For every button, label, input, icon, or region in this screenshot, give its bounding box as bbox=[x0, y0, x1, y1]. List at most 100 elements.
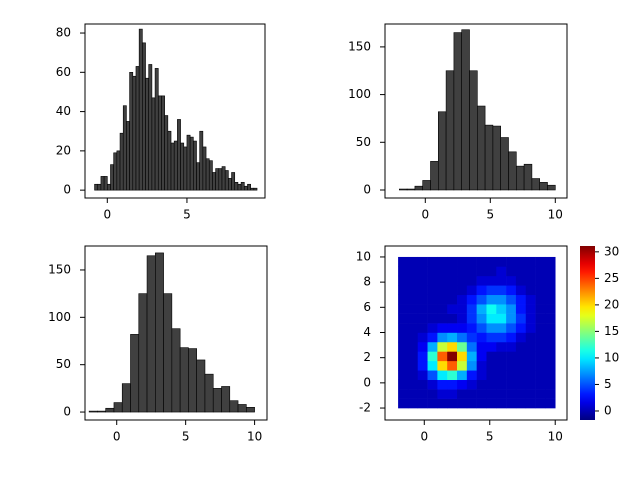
heatmap-cell bbox=[466, 351, 477, 362]
plot-frame bbox=[84, 245, 268, 421]
heatmap-cell bbox=[535, 341, 546, 352]
heatmap-cell bbox=[506, 294, 517, 305]
bar bbox=[240, 181, 245, 191]
heatmap-cell bbox=[427, 370, 438, 381]
bar bbox=[113, 402, 123, 413]
heatmap-cell bbox=[427, 275, 438, 286]
heatmap-cell bbox=[466, 256, 477, 267]
heatmap-cell bbox=[545, 304, 556, 314]
heatmap-cell bbox=[407, 313, 419, 324]
heatmap-cell bbox=[447, 370, 458, 381]
heatmap-cell bbox=[496, 323, 507, 333]
bar bbox=[171, 328, 181, 413]
heatmap-cell bbox=[496, 304, 507, 314]
x-tick-label: 5 bbox=[183, 208, 191, 222]
heatmap-cell bbox=[515, 256, 527, 267]
heatmap-cell bbox=[545, 370, 556, 381]
heatmap-cell bbox=[457, 360, 468, 371]
bar bbox=[215, 168, 220, 191]
heatmap-cell bbox=[398, 285, 409, 296]
bar bbox=[170, 142, 175, 191]
heatmap-cell bbox=[545, 294, 556, 305]
bar bbox=[492, 125, 501, 191]
heatmap-cell bbox=[407, 398, 419, 409]
bar bbox=[138, 293, 148, 413]
bar bbox=[110, 164, 114, 191]
heatmap-cell bbox=[466, 304, 477, 314]
y-tick-label: 0 bbox=[363, 182, 371, 196]
heatmap-cell bbox=[466, 360, 477, 371]
bar bbox=[177, 119, 181, 191]
heatmap-cell bbox=[506, 398, 517, 409]
heatmap-cell bbox=[476, 275, 487, 286]
heatmap-cell bbox=[427, 351, 438, 362]
heatmap-cell bbox=[427, 294, 438, 305]
y-tick-label: 6 bbox=[363, 300, 371, 314]
bar bbox=[484, 124, 494, 191]
heatmap-cell bbox=[437, 256, 448, 267]
heatmap-cell bbox=[398, 351, 409, 362]
bar bbox=[155, 252, 164, 413]
heatmap-cell bbox=[506, 266, 517, 277]
bar bbox=[97, 183, 102, 191]
bar bbox=[189, 136, 194, 191]
bar bbox=[167, 130, 172, 191]
heatmap-cell bbox=[398, 360, 409, 371]
heatmap-cell bbox=[476, 266, 487, 277]
heatmap-cell bbox=[407, 256, 419, 267]
heatmap-cell bbox=[466, 341, 477, 352]
bar bbox=[229, 400, 239, 413]
heatmap-cell bbox=[398, 332, 409, 343]
x-tick-label: 5 bbox=[182, 430, 190, 444]
heatmap-cell bbox=[496, 360, 507, 371]
heatmap-cell bbox=[437, 332, 448, 343]
bar bbox=[430, 161, 439, 191]
heatmap-cell bbox=[496, 285, 507, 296]
heatmap-cell bbox=[437, 266, 448, 277]
heatmap-cell bbox=[407, 341, 419, 352]
heatmap-cell bbox=[427, 285, 438, 296]
x-tick-label: 10 bbox=[247, 430, 262, 444]
bar bbox=[461, 29, 470, 191]
heatmap-cell bbox=[398, 275, 409, 286]
bar bbox=[135, 66, 140, 191]
heatmap-cell bbox=[466, 323, 477, 333]
heatmap-cell bbox=[545, 360, 556, 371]
bar bbox=[100, 176, 105, 191]
y-tick-label: 4 bbox=[363, 325, 371, 339]
heatmap-cell bbox=[496, 332, 507, 343]
heatmap-cell bbox=[457, 323, 468, 333]
bar bbox=[196, 162, 200, 191]
heatmap-cell bbox=[407, 275, 419, 286]
heatmap-cell bbox=[417, 389, 428, 399]
heatmap-cell bbox=[515, 323, 527, 333]
bar bbox=[116, 150, 121, 191]
bar bbox=[193, 140, 197, 191]
heatmap-cell bbox=[417, 379, 428, 390]
bar bbox=[453, 32, 462, 191]
heatmap-cell bbox=[427, 323, 438, 333]
heatmap-cell bbox=[427, 379, 438, 390]
colorbar-tick-label: 15 bbox=[604, 324, 619, 338]
heatmap-cell bbox=[525, 332, 536, 343]
heatmap-cell bbox=[535, 370, 546, 381]
heatmap-cell bbox=[457, 294, 468, 305]
heatmap-cell bbox=[506, 275, 517, 286]
heatmap-cell bbox=[525, 313, 536, 324]
heatmap-cell bbox=[515, 360, 527, 371]
heatmap-cell bbox=[407, 389, 419, 399]
heatmap-cell bbox=[417, 332, 428, 343]
heatmap-cell bbox=[447, 341, 458, 352]
heatmap-cell bbox=[466, 294, 477, 305]
heatmap-cell bbox=[437, 398, 448, 409]
heatmap-cell bbox=[496, 379, 507, 390]
x-tick-label: 0 bbox=[103, 208, 111, 222]
heatmap-cell bbox=[545, 275, 556, 286]
bar bbox=[103, 176, 108, 191]
heatmap-cell bbox=[476, 323, 487, 333]
heatmap-cell bbox=[398, 379, 409, 390]
heatmap-cell bbox=[407, 370, 419, 381]
bar bbox=[422, 180, 431, 191]
heatmap-cell bbox=[545, 351, 556, 362]
bar bbox=[180, 142, 185, 191]
